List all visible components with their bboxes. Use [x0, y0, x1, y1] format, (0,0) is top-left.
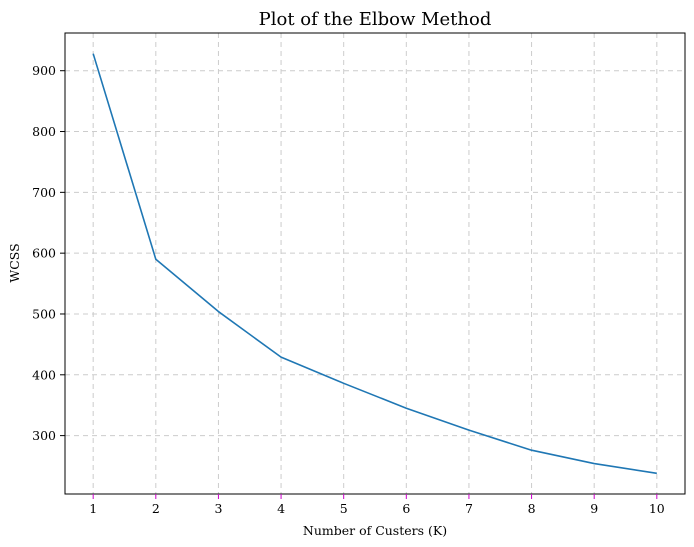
y-tick-label: 900	[32, 63, 56, 78]
y-tick-label: 400	[32, 367, 56, 382]
x-tick-label: 10	[649, 501, 665, 516]
x-tick-label: 6	[402, 501, 410, 516]
x-tick-label: 1	[89, 501, 97, 516]
y-tick-label: 500	[32, 306, 56, 321]
series-layer	[92, 53, 657, 475]
ticks-layer: 1 2 3 4 5 6 7 8 9 10 300 400 500 600 700 800 900	[32, 63, 665, 516]
x-tick-label: 9	[590, 501, 598, 516]
grid-layer	[65, 33, 685, 494]
x-tick-label: 7	[465, 501, 473, 516]
x-axis-label: Number of Custers (K)	[303, 523, 447, 538]
x-tick-label: 5	[340, 501, 348, 516]
plot-area-frame	[64, 32, 686, 495]
y-tick-label: 600	[32, 246, 56, 261]
chart-title: Plot of the Elbow Method	[259, 9, 492, 30]
y-tick-label: 700	[32, 185, 56, 200]
y-tick-label: 300	[32, 428, 56, 443]
x-tick-label: 8	[528, 501, 536, 516]
y-tick-label: 800	[32, 124, 56, 139]
y-axis-label: WCSS	[7, 243, 22, 282]
x-tick-label: 4	[277, 501, 285, 516]
x-tick-label: 2	[152, 501, 160, 516]
wcss-series-line	[92, 53, 657, 475]
x-tick-label: 3	[214, 501, 222, 516]
